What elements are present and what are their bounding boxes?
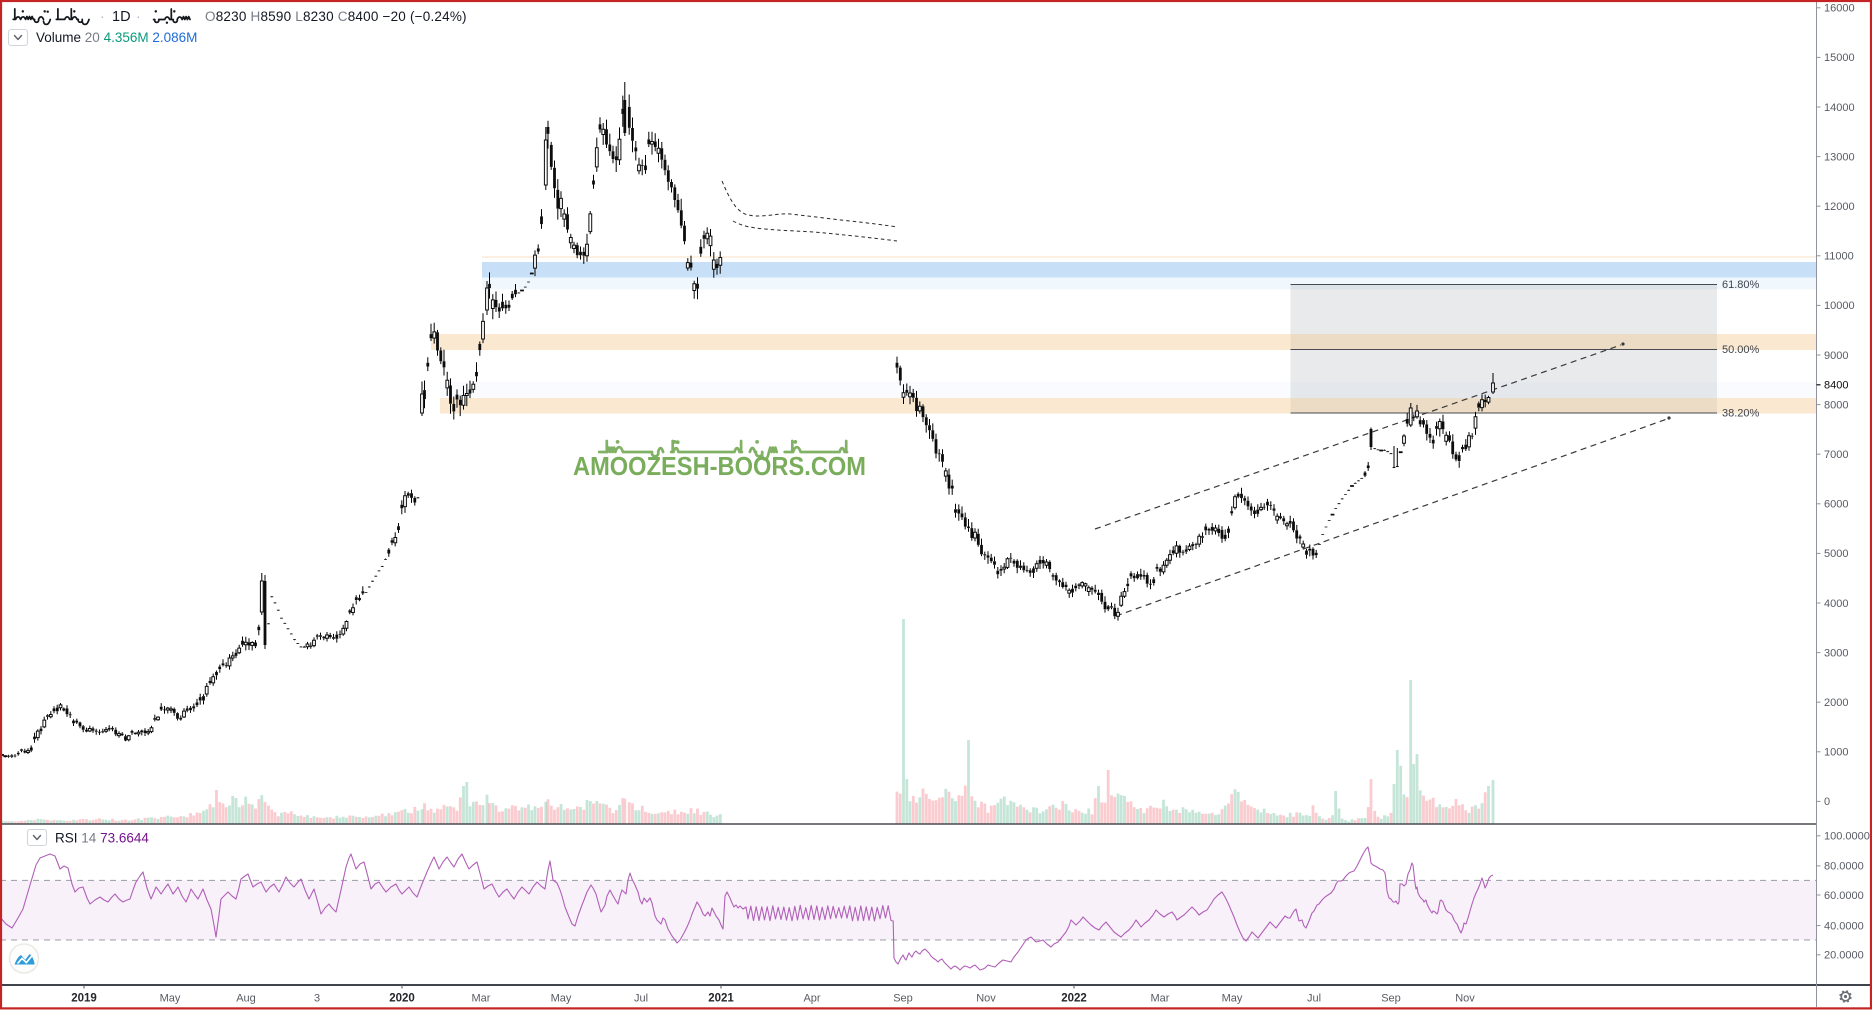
svg-text:O8230 H8590 L8230 C8400 −20 (−: O8230 H8590 L8230 C8400 −20 (−0.24%) [205,9,467,24]
svg-text:8000: 8000 [1824,399,1848,411]
svg-text:2000: 2000 [1824,697,1848,709]
svg-text:Nov: Nov [1455,993,1475,1005]
svg-text:May: May [1222,993,1243,1005]
svg-text:·: · [100,8,105,24]
svg-text:15000: 15000 [1824,52,1855,64]
svg-text:14000: 14000 [1824,102,1855,114]
svg-text:3: 3 [314,993,320,1005]
svg-text:10000: 10000 [1824,300,1855,312]
svg-text:2019: 2019 [71,993,97,1005]
svg-text:May: May [160,993,181,1005]
svg-text:4000: 4000 [1824,598,1848,610]
svg-text:0: 0 [1824,796,1830,808]
svg-text:3000: 3000 [1824,647,1848,659]
svg-text:Mar: Mar [472,993,491,1005]
svg-text:RSI 14 73.6644: RSI 14 73.6644 [55,831,149,846]
svg-text:5000: 5000 [1824,548,1848,560]
svg-text:38.20%: 38.20% [1722,408,1760,420]
svg-text:12000: 12000 [1824,201,1855,213]
svg-text:Mar: Mar [1151,993,1170,1005]
svg-text:1D: 1D [112,9,131,25]
svg-text:·: · [136,8,141,24]
svg-text:61.80%: 61.80% [1722,279,1760,291]
svg-text:60.0000: 60.0000 [1824,890,1864,902]
svg-text:6000: 6000 [1824,499,1848,511]
svg-text:40.0000: 40.0000 [1824,920,1864,932]
svg-text:20.0000: 20.0000 [1824,950,1864,962]
svg-text:Jul: Jul [634,993,648,1005]
svg-text:100.0000: 100.0000 [1824,831,1870,843]
svg-text:Aug: Aug [236,993,256,1005]
svg-text:Jul: Jul [1307,993,1321,1005]
svg-text:Sep: Sep [893,993,913,1005]
svg-text:May: May [551,993,572,1005]
svg-text:11000: 11000 [1824,251,1854,263]
svg-text:50.00%: 50.00% [1722,344,1760,356]
svg-text:16000: 16000 [1824,3,1855,15]
svg-text:9000: 9000 [1824,350,1848,362]
svg-text:Sep: Sep [1381,993,1401,1005]
svg-text:1000: 1000 [1824,747,1848,759]
svg-text:2020: 2020 [389,993,415,1005]
svg-text:Nov: Nov [976,993,996,1005]
svg-text:2022: 2022 [1061,993,1087,1005]
svg-text:7000: 7000 [1824,449,1848,461]
svg-text:13000: 13000 [1824,151,1855,163]
svg-text:2021: 2021 [708,993,734,1005]
svg-text:80.0000: 80.0000 [1824,861,1864,873]
svg-text:8400: 8400 [1824,380,1848,392]
svg-text:Apr: Apr [803,993,820,1005]
svg-text:AMOOZESH-BOORS.COM: AMOOZESH-BOORS.COM [573,451,866,481]
svg-text:Volume 20 4.356M 2.086M: Volume 20 4.356M 2.086M [36,30,197,45]
